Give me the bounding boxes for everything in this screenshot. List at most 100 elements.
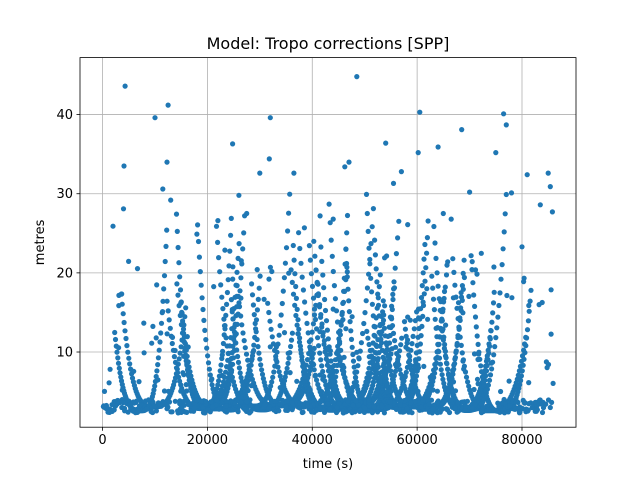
data-point bbox=[172, 347, 178, 354]
data-point bbox=[173, 211, 180, 217]
data-point bbox=[317, 372, 323, 378]
data-point bbox=[196, 254, 202, 260]
data-point bbox=[109, 402, 115, 408]
data-point bbox=[290, 291, 297, 297]
data-point bbox=[289, 400, 295, 406]
data-point bbox=[528, 287, 534, 293]
data-point bbox=[410, 333, 416, 339]
data-point bbox=[521, 279, 527, 285]
data-point bbox=[475, 381, 481, 387]
data-point bbox=[343, 409, 349, 415]
data-point bbox=[251, 312, 257, 318]
data-point bbox=[315, 335, 321, 341]
data-point bbox=[165, 388, 172, 394]
data-point bbox=[280, 288, 286, 294]
data-point bbox=[418, 404, 424, 410]
data-point bbox=[517, 409, 523, 415]
data-point bbox=[121, 319, 127, 326]
data-point bbox=[172, 398, 178, 404]
data-point bbox=[183, 382, 189, 388]
data-point bbox=[361, 409, 367, 415]
data-point bbox=[320, 376, 326, 382]
data-point bbox=[344, 212, 351, 219]
data-point bbox=[228, 232, 234, 238]
data-point bbox=[436, 296, 442, 302]
data-point bbox=[453, 349, 459, 356]
data-point bbox=[272, 398, 278, 404]
data-point bbox=[276, 408, 282, 414]
data-point bbox=[283, 404, 289, 410]
data-point bbox=[470, 280, 476, 286]
scatter-points bbox=[100, 74, 556, 416]
data-point bbox=[217, 368, 223, 374]
data-point bbox=[288, 337, 295, 343]
data-point bbox=[491, 264, 497, 270]
data-point bbox=[174, 228, 180, 234]
data-point bbox=[311, 345, 317, 351]
data-point bbox=[366, 397, 372, 403]
data-point bbox=[547, 184, 553, 190]
data-point bbox=[457, 317, 463, 323]
data-point bbox=[426, 401, 432, 407]
data-point bbox=[398, 169, 404, 175]
data-point bbox=[521, 399, 527, 405]
data-point bbox=[384, 342, 390, 348]
data-point bbox=[221, 316, 227, 322]
data-point bbox=[434, 399, 440, 405]
data-point bbox=[387, 399, 393, 405]
data-point bbox=[408, 347, 414, 353]
data-point bbox=[230, 379, 237, 385]
data-point bbox=[325, 358, 331, 364]
data-point bbox=[475, 356, 481, 363]
data-point bbox=[164, 298, 170, 304]
data-point bbox=[327, 220, 333, 226]
data-point bbox=[261, 296, 267, 302]
data-point bbox=[405, 222, 411, 228]
data-point bbox=[485, 382, 491, 388]
data-point bbox=[349, 344, 355, 350]
data-point bbox=[489, 366, 495, 372]
data-point bbox=[373, 266, 379, 272]
data-point bbox=[197, 269, 203, 275]
data-point bbox=[382, 303, 388, 309]
data-point bbox=[228, 297, 234, 303]
data-point bbox=[221, 323, 228, 329]
data-point bbox=[330, 378, 336, 384]
data-point bbox=[106, 380, 112, 386]
data-point bbox=[371, 332, 377, 338]
data-point bbox=[252, 334, 258, 340]
data-point bbox=[461, 366, 467, 372]
data-point bbox=[191, 405, 198, 411]
data-point bbox=[119, 387, 125, 393]
data-point bbox=[381, 372, 387, 378]
data-point bbox=[121, 163, 127, 169]
data-point bbox=[431, 307, 437, 313]
data-point bbox=[493, 335, 499, 341]
data-point bbox=[224, 364, 230, 370]
data-point bbox=[246, 367, 252, 373]
data-point bbox=[248, 408, 254, 414]
data-point bbox=[161, 388, 168, 394]
data-point bbox=[117, 370, 123, 376]
data-point bbox=[460, 310, 466, 316]
data-point bbox=[372, 324, 378, 330]
data-point bbox=[484, 356, 490, 362]
data-point bbox=[391, 373, 397, 379]
data-point bbox=[498, 388, 504, 395]
data-point bbox=[162, 258, 168, 265]
data-point bbox=[309, 355, 315, 361]
data-point bbox=[198, 398, 204, 404]
data-point bbox=[341, 364, 347, 371]
data-point bbox=[164, 406, 170, 412]
data-point bbox=[233, 340, 239, 346]
data-point bbox=[161, 286, 167, 292]
data-point bbox=[309, 283, 316, 289]
data-point bbox=[409, 371, 415, 377]
data-point bbox=[488, 327, 494, 334]
data-point bbox=[450, 256, 456, 262]
data-point bbox=[282, 374, 288, 380]
data-point bbox=[257, 356, 263, 362]
data-point bbox=[364, 328, 370, 334]
data-point bbox=[310, 321, 316, 327]
data-point bbox=[168, 409, 174, 415]
